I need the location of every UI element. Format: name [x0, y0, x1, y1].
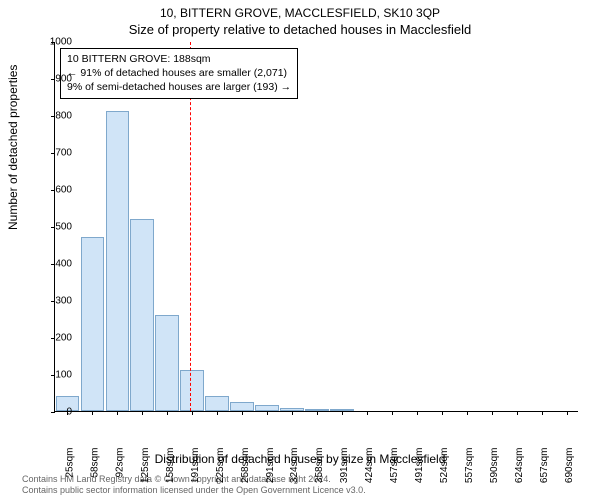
- xtick-mark: [467, 411, 468, 415]
- chart-title: Size of property relative to detached ho…: [0, 22, 600, 37]
- xtick-label: 25sqm: [65, 448, 76, 478]
- xtick-label: 391sqm: [339, 448, 350, 484]
- ytick-label: 0: [66, 407, 72, 418]
- xtick-mark: [167, 411, 168, 415]
- ytick-label: 400: [55, 259, 72, 270]
- xtick-label: 92sqm: [115, 448, 126, 478]
- plot-area: 10 BITTERN GROVE: 188sqm ← 91% of detach…: [54, 42, 578, 412]
- attribution-line-1: Contains HM Land Registry data © Crown c…: [22, 474, 590, 485]
- xtick-mark: [92, 411, 93, 415]
- histogram-bar: [106, 111, 130, 411]
- xtick-label: 258sqm: [240, 448, 251, 484]
- xtick-label: 624sqm: [514, 448, 525, 484]
- xtick-mark: [392, 411, 393, 415]
- xtick-label: 225sqm: [215, 448, 226, 484]
- histogram-bar: [155, 315, 179, 411]
- xtick-label: 557sqm: [464, 448, 475, 484]
- ytick-label: 700: [55, 148, 72, 159]
- xtick-mark: [217, 411, 218, 415]
- xtick-label: 158sqm: [165, 448, 176, 484]
- attribution-line-2: Contains public sector information licen…: [22, 485, 590, 496]
- histogram-bar: [180, 370, 204, 411]
- attribution: Contains HM Land Registry data © Crown c…: [22, 474, 590, 497]
- ytick-label: 200: [55, 333, 72, 344]
- ytick-label: 500: [55, 222, 72, 233]
- xtick-label: 590sqm: [489, 448, 500, 484]
- xtick-mark: [267, 411, 268, 415]
- chart-container: 10, BITTERN GROVE, MACCLESFIELD, SK10 3Q…: [0, 0, 600, 500]
- xtick-label: 125sqm: [140, 448, 151, 484]
- xtick-mark: [192, 411, 193, 415]
- histogram-bar: [130, 219, 154, 411]
- xtick-label: 191sqm: [190, 448, 201, 484]
- xtick-label: 657sqm: [539, 448, 550, 484]
- ytick-label: 100: [55, 370, 72, 381]
- histogram-bar: [230, 402, 254, 411]
- ytick-label: 800: [55, 111, 72, 122]
- xtick-label: 491sqm: [414, 448, 425, 484]
- xtick-mark: [317, 411, 318, 415]
- xtick-mark: [492, 411, 493, 415]
- xtick-mark: [517, 411, 518, 415]
- histogram-bar: [205, 396, 229, 411]
- xtick-mark: [367, 411, 368, 415]
- xtick-mark: [117, 411, 118, 415]
- xtick-label: 457sqm: [389, 448, 400, 484]
- xtick-mark: [567, 411, 568, 415]
- xtick-label: 291sqm: [265, 448, 276, 484]
- ytick-label: 900: [55, 74, 72, 85]
- xtick-label: 358sqm: [315, 448, 326, 484]
- info-line-1: 10 BITTERN GROVE: 188sqm: [67, 52, 291, 66]
- ytick-label: 300: [55, 296, 72, 307]
- address-line: 10, BITTERN GROVE, MACCLESFIELD, SK10 3Q…: [0, 6, 600, 20]
- ytick-label: 600: [55, 185, 72, 196]
- info-line-3: 9% of semi-detached houses are larger (1…: [67, 80, 291, 94]
- xtick-mark: [292, 411, 293, 415]
- ytick-mark: [51, 412, 55, 413]
- histogram-bar: [81, 237, 105, 411]
- info-box: 10 BITTERN GROVE: 188sqm ← 91% of detach…: [60, 48, 298, 99]
- xtick-mark: [142, 411, 143, 415]
- y-axis-label: Number of detached properties: [6, 65, 20, 230]
- xtick-label: 424sqm: [364, 448, 375, 484]
- xtick-mark: [342, 411, 343, 415]
- xtick-label: 690sqm: [564, 448, 575, 484]
- xtick-mark: [417, 411, 418, 415]
- xtick-label: 524sqm: [439, 448, 450, 484]
- xtick-mark: [442, 411, 443, 415]
- info-line-2: ← 91% of detached houses are smaller (2,…: [67, 66, 291, 80]
- xtick-mark: [542, 411, 543, 415]
- xtick-mark: [242, 411, 243, 415]
- xtick-label: 58sqm: [90, 448, 101, 478]
- xtick-label: 324sqm: [290, 448, 301, 484]
- ytick-label: 1000: [50, 37, 72, 48]
